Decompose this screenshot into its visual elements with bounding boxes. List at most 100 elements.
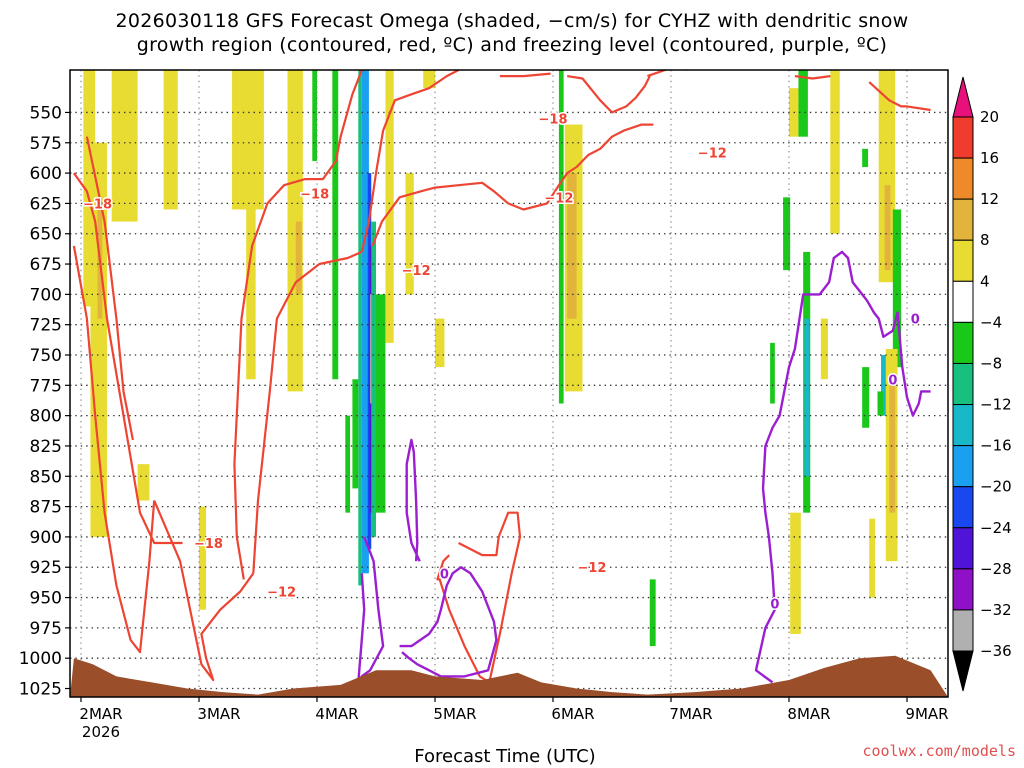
omega-region-44 [892,209,902,368]
colorbar-swatch-7 [952,404,974,447]
colorbar-label-7: −12 [980,396,1012,414]
y-tick-label-17: 975 [30,619,62,639]
colorbar-label-6: −8 [980,354,1002,372]
dgz-minus12-contour-4 [252,250,363,574]
contour-label-9: 0 [440,567,449,582]
omega-region-48 [889,379,896,513]
dgz-minus12-contour-13 [436,511,522,684]
dgz-minus12-contour-12 [868,81,931,112]
omega-region-45 [881,355,887,416]
colorbar-label-13: −36 [980,642,1012,660]
omega-region-7 [232,70,264,210]
contour-label-8: −12 [577,561,606,576]
omega-region-21 [376,294,386,513]
colorbar-label-2: 12 [980,190,999,208]
omega-region-16 [361,70,369,574]
y-tick-label-3: 625 [30,194,62,214]
omega-region-29 [649,579,656,647]
contour-label-6: −18 [194,537,223,552]
chart-title-line-2: growth region (contoured, red, ºC) and f… [136,34,888,56]
colorbar-swatch-2 [952,198,974,241]
omega-region-15 [358,70,362,586]
contour-label-10: 0 [888,373,897,388]
omega-region-22 [385,70,394,343]
terrain-surface [70,655,948,697]
dgz-minus12-contour-9 [647,70,669,78]
omega-region-14 [352,379,359,489]
omega-region-31 [798,70,808,137]
dgz-minus12-contour-7 [499,72,551,78]
contour-label-2: −12 [402,264,431,279]
colorbar-swatch-5 [952,321,974,364]
freezing-level-contour-2 [405,438,421,562]
y-tick-label-7: 725 [30,316,62,336]
omega-region-4 [137,464,150,501]
colorbar-label-9: −20 [980,478,1012,496]
contour-label-0: −18 [83,197,112,212]
contour-label-3: −18 [539,113,568,128]
y-tick-label-14: 900 [30,528,62,548]
y-tick-label-11: 825 [30,437,62,457]
plot-frame [69,69,949,698]
colorbar-label-3: 8 [980,231,990,249]
omega-region-37 [820,318,828,380]
colorbar-swatch-4 [952,280,974,323]
x-tick-label-0: 2MAR [79,705,122,723]
dgz-minus12-contour-8 [567,75,651,114]
omega-region-12 [332,70,339,380]
dgz-minus12-contour-3 [233,70,364,580]
x-axis-title: Forecast Time (UTC) [414,746,596,767]
freezing-level-contour-0 [357,536,385,684]
y-tick-label-15: 925 [30,558,62,578]
omega-region-11 [312,70,317,161]
y-tick-label-12: 850 [30,467,62,487]
y-tick-label-19: 1025 [19,680,62,700]
omega-shading-layer [83,70,902,647]
colorbar-swatch-0 [952,116,974,159]
dgz-minus12-contour-6 [371,123,654,247]
omega-region-38 [830,70,840,234]
contour-layer [72,70,931,684]
y-tick-label-5: 675 [30,255,62,275]
y-tick-label-10: 800 [30,407,62,427]
y-tick-label-18: 1000 [19,649,62,669]
colorbar-swatch-6 [952,362,974,406]
dgz-minus12-contour-2 [153,500,255,682]
contour-label-11: 0 [770,598,779,613]
freezing-level-contour-1 [399,566,498,678]
y-tick-label-16: 950 [30,589,62,609]
omega-region-36 [804,318,810,477]
contour-label-12: 0 [911,313,920,328]
dgz-minus12-contour-1 [85,136,134,441]
y-tick-label-8: 750 [30,346,62,366]
dgz-minus12-contour-5 [360,70,460,253]
colorbar-label-5: −4 [980,313,1002,331]
x-tick-year-label: 2026 [82,723,120,741]
y-tick-label-13: 875 [30,498,62,518]
omega-region-26 [558,70,564,404]
omega-region-40 [862,367,870,428]
grid-layer [70,70,948,697]
axes-layer: 550 575 600 625 650 675 700 725 750 775 800 825 850 8… [19,69,949,741]
omega-region-33 [783,197,791,271]
colorbar-label-0: 20 [980,108,999,126]
colorbar-swatch-12 [952,609,974,652]
omega-region-42 [878,70,896,283]
x-tick-label-6: 8MAR [787,705,830,723]
colorbar: 20 16 12 8 4 −4 −8 −12 −16 −20 −24 −28 −32 −36 [952,76,1012,692]
contour-label-layer: −18 −18 −12 −18 −12 −12 −18 −12 −12 0 0 0 0 [82,111,922,614]
omega-region-34 [790,512,801,634]
colorbar-swatch-8 [952,445,974,488]
dgz-minus18-contour-0 [73,172,183,545]
omega-region-5 [163,70,178,210]
omega-region-20 [371,221,376,537]
omega-region-6 [199,506,207,610]
colorbar-label-8: −16 [980,437,1012,455]
omega-region-13 [345,415,351,513]
contour-label-1: −18 [300,188,329,203]
x-tick-label-5: 7MAR [669,705,712,723]
omega-region-9 [287,70,303,392]
colorbar-swatch-9 [952,486,974,529]
omega-region-41 [869,518,876,598]
